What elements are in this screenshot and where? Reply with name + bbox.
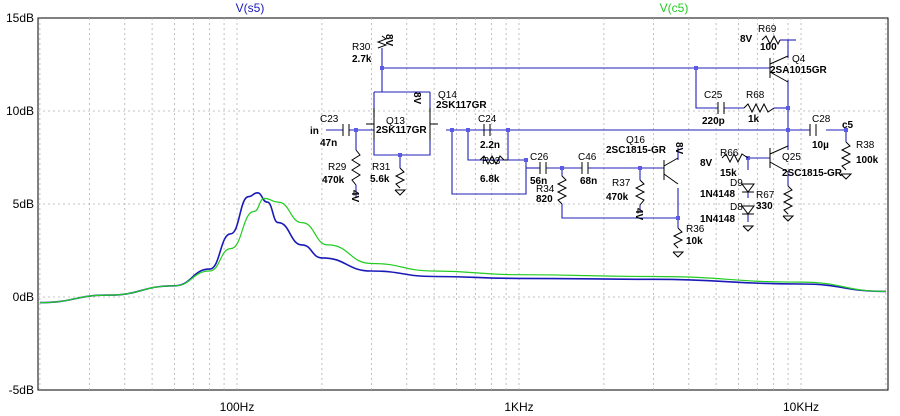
- r37-value: 470k: [606, 192, 629, 203]
- y-tick-label: -5dB: [9, 383, 34, 397]
- q13-model: 2SK117GR: [376, 125, 427, 136]
- r36-value: 10k: [686, 236, 703, 247]
- q14-label: Q14: [438, 90, 457, 101]
- x-tick-label: 1KHz: [504, 400, 533, 414]
- y-tick-label: 5dB: [13, 197, 34, 211]
- c26-value: 56n: [530, 176, 547, 187]
- d8-model: 1N4148: [700, 214, 735, 225]
- r31-value: 5.6k: [370, 174, 390, 185]
- r38-label: R38: [856, 140, 875, 151]
- r36-label: R36: [686, 224, 705, 235]
- r68-label: R68: [746, 90, 765, 101]
- trace-vc5[interactable]: [39, 197, 886, 304]
- d8-label: D8: [730, 202, 743, 213]
- r30-supply: 8V: [383, 34, 394, 47]
- trace-title-c5[interactable]: V(c5): [660, 1, 689, 15]
- schematic-symbols: [342, 34, 853, 258]
- q13-label: Q13: [386, 116, 405, 127]
- input-node-label: in: [310, 126, 319, 137]
- x-tick-label: 10KHz: [783, 400, 819, 414]
- q14-model: 2SK117GR: [436, 100, 487, 111]
- r29-label: R29: [328, 162, 347, 173]
- r30-label: R30: [352, 42, 371, 53]
- c28-value: 10µ: [812, 140, 829, 151]
- r29-value: 470k: [322, 175, 345, 186]
- r37-label: R37: [612, 178, 631, 189]
- y-tick-label: 10dB: [6, 104, 34, 118]
- r69-supply: 8V: [740, 34, 753, 45]
- trace-group: [39, 191, 886, 304]
- c23-value: 47n: [320, 138, 337, 149]
- c46-label: C46: [578, 152, 597, 163]
- q16-supply: 8V: [673, 142, 684, 155]
- q4-model: 2SA1015GR: [770, 65, 827, 76]
- schematic-junctions: [354, 66, 848, 220]
- c23-label: C23: [320, 114, 339, 125]
- r30-value: 2.7k: [352, 54, 372, 65]
- r37-bias: 4V: [633, 208, 644, 221]
- r66-label: R66: [720, 148, 739, 159]
- q14-supply: 8V: [411, 92, 422, 105]
- d9-label: D9: [730, 178, 743, 189]
- r38-value: 100k: [856, 155, 879, 166]
- q16-model: 2SC1815-GR: [606, 145, 667, 156]
- r69-value: 100: [760, 42, 777, 53]
- r68-value: 1k: [748, 114, 760, 125]
- r67-value: 330: [756, 201, 773, 212]
- y-tick-label: 0dB: [13, 290, 34, 304]
- trace-title-s5[interactable]: V(s5): [236, 1, 265, 15]
- r34-value: 820: [536, 194, 553, 205]
- r66-value: 15k: [720, 168, 737, 179]
- d9-model: 1N4148: [700, 189, 735, 200]
- q25-label: Q25: [782, 152, 801, 163]
- q16-label: Q16: [626, 135, 645, 146]
- r33-label: R33: [482, 156, 501, 167]
- r69-label: R69: [758, 24, 777, 35]
- c28-label: C28: [812, 114, 831, 125]
- r67-label: R67: [756, 190, 775, 201]
- c25-label: C25: [704, 90, 723, 101]
- c24-label: C24: [478, 114, 497, 125]
- r29-bias: 4V: [349, 190, 360, 203]
- c25-value: 220p: [702, 116, 725, 127]
- schematic: R30 2.7k 8V Q13 2SK117GR Q14 2SK117GR 8V…: [310, 24, 879, 258]
- y-tick-label: 15dB: [6, 11, 34, 25]
- output-node-label: c5: [842, 120, 854, 131]
- c24-value: 2.2n: [480, 140, 500, 151]
- q4-label: Q4: [792, 54, 806, 65]
- x-tick-label: 100Hz: [220, 400, 255, 414]
- trace-vs5[interactable]: [39, 191, 886, 304]
- r31-label: R31: [372, 162, 391, 173]
- r34-label: R34: [536, 184, 555, 195]
- c26-label: C26: [530, 152, 549, 163]
- schematic-labels: R30 2.7k 8V Q13 2SK117GR Q14 2SK117GR 8V…: [310, 24, 879, 247]
- q25-model: 2SC1815-GR: [782, 168, 843, 179]
- r66-supply: 8V: [700, 158, 713, 169]
- r33-value: 6.8k: [480, 174, 500, 185]
- plot-grid: [38, 18, 888, 390]
- c46-value: 68n: [580, 176, 597, 187]
